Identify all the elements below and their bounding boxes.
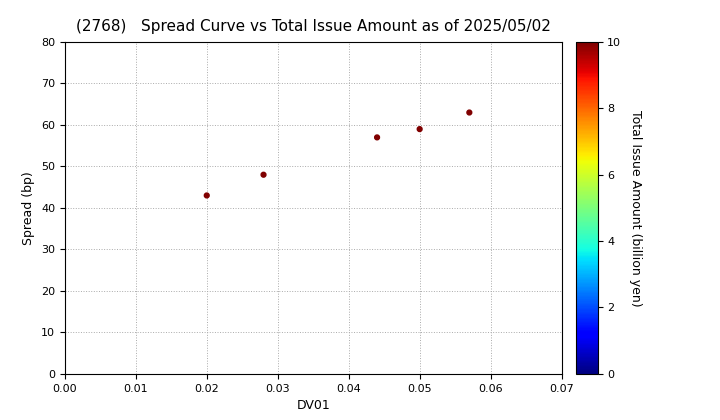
Point (414, 126, 426, 132)
Y-axis label: Total Issue Amount (billion yen): Total Issue Amount (billion yen) (629, 110, 642, 306)
Y-axis label: Spread (bp): Spread (bp) (22, 171, 35, 245)
Point (372, 134, 383, 141)
Title: (2768)   Spread Curve vs Total Issue Amount as of 2025/05/02: (2768) Spread Curve vs Total Issue Amoun… (76, 19, 551, 34)
X-axis label: DV01: DV01 (297, 399, 330, 412)
Point (201, 192, 212, 199)
Point (464, 109, 475, 116)
Point (258, 171, 269, 178)
